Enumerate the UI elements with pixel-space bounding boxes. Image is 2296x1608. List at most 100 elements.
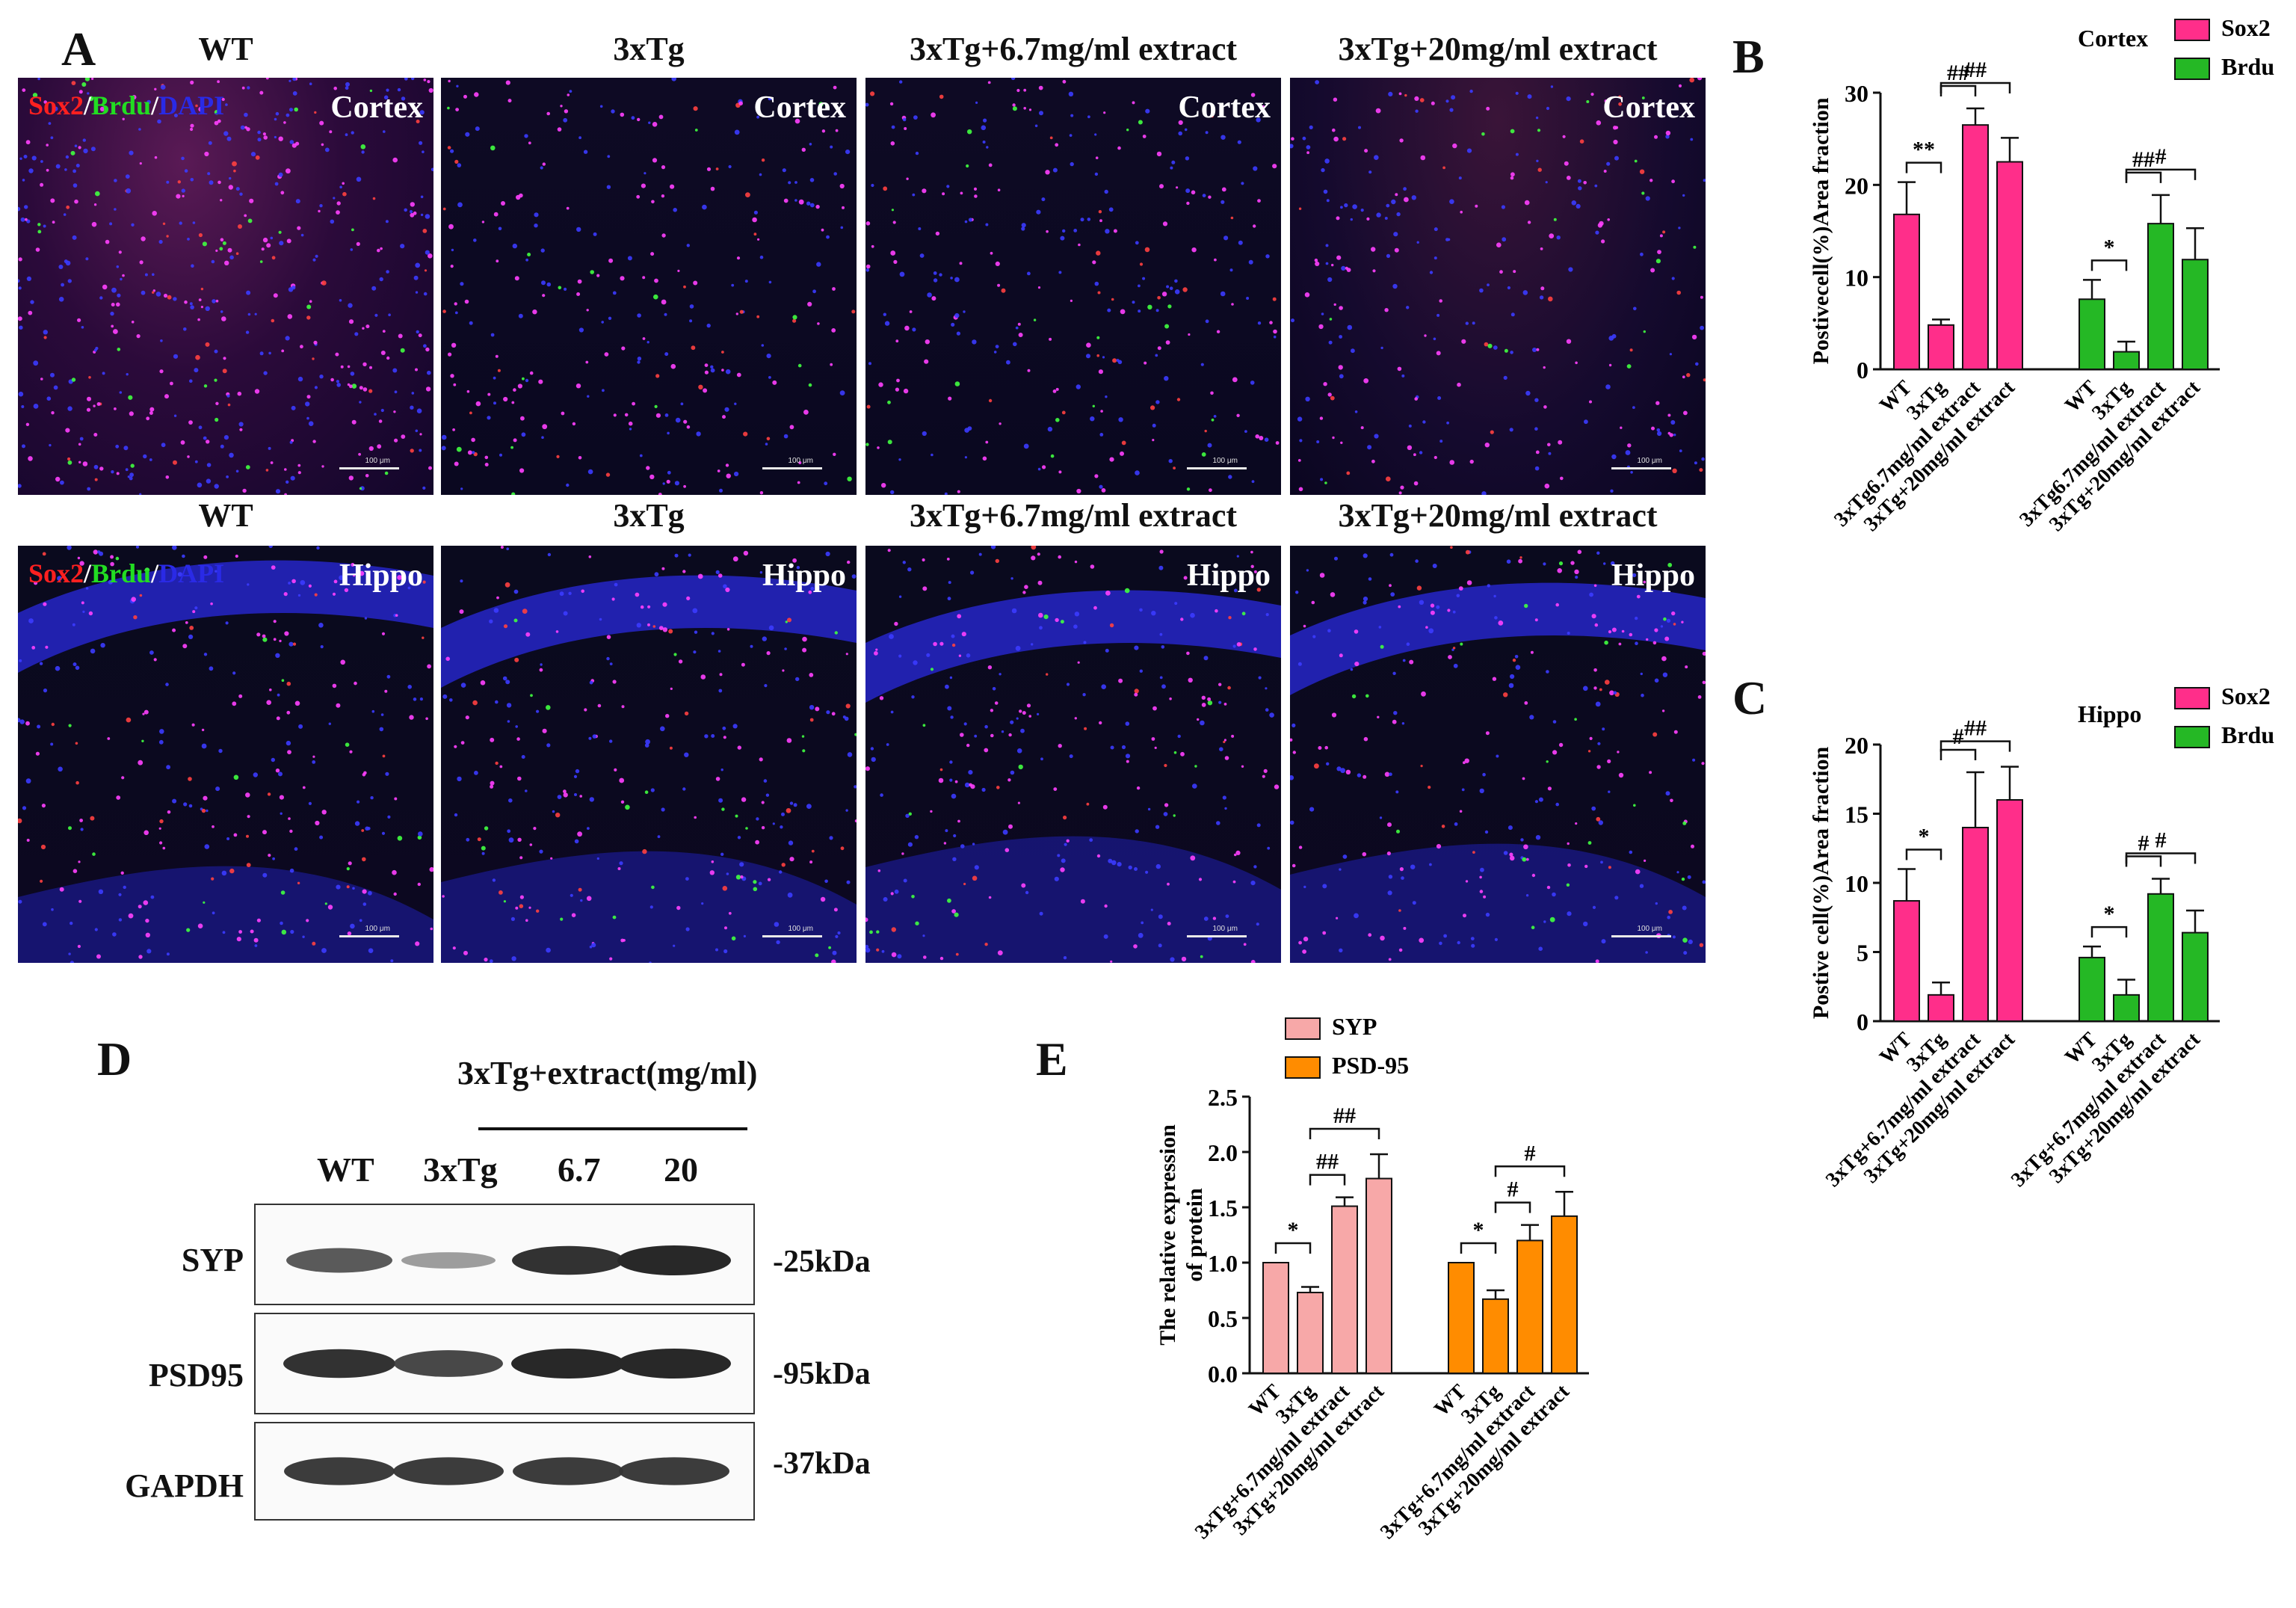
cell-nucleus [1269,321,1273,324]
cell-nucleus [1109,623,1114,628]
cell-nucleus [351,131,354,135]
cell-nucleus [975,101,978,104]
cell-nucleus [99,466,104,471]
cell-nucleus [88,376,91,379]
cell-nucleus [206,478,212,484]
cell-nucleus [596,274,600,277]
cell-nucleus [1484,443,1490,448]
cell-nucleus [577,279,582,284]
cell-nucleus [1161,645,1165,649]
cell-nucleus [1492,677,1497,681]
cell-nucleus [284,493,287,495]
cell-nucleus [46,168,49,172]
cell-nucleus [506,703,512,708]
region-label: Cortex [753,90,846,125]
cell-nucleus [460,683,466,688]
cell-nucleus [1503,692,1508,697]
cell-nucleus [1138,284,1141,288]
cell-nucleus [599,105,603,108]
cell-nucleus [637,357,642,361]
cell-nucleus [1094,172,1099,176]
cell-nucleus [348,475,354,481]
cell-nucleus [425,214,430,219]
cell-nucleus [1069,134,1073,137]
cell-nucleus [1309,125,1313,129]
cell-nucleus [924,359,929,364]
cell-nucleus [787,892,793,898]
cell-nucleus [1452,610,1456,614]
cell-nucleus [1611,454,1617,460]
cell-nucleus [503,624,508,629]
cell-nucleus [590,270,594,274]
cell-nucleus [1040,757,1043,761]
scale-bar-label: 100 μm [1637,457,1662,465]
cell-nucleus [53,385,58,390]
bar [1962,827,1989,1022]
cell-nucleus [263,135,268,140]
cell-nucleus [238,694,243,698]
cell-nucleus [826,710,830,715]
cell-nucleus [1144,361,1147,365]
cell-nucleus [1650,179,1653,182]
cell-nucleus [620,112,625,117]
cell-nucleus [1466,148,1472,153]
cell-nucleus [401,102,404,105]
cell-nucleus [1413,453,1416,457]
cell-nucleus [225,621,229,625]
cell-nucleus [972,842,975,845]
cell-nucleus [1670,798,1673,803]
cell-nucleus [612,915,617,919]
cell-nucleus [222,241,226,245]
cell-nucleus [1084,727,1087,730]
cell-nucleus [118,250,122,254]
cell-nucleus [591,943,596,948]
cell-nucleus [161,443,166,448]
cell-nucleus [281,929,287,935]
cell-nucleus [1305,396,1310,401]
cell-nucleus [249,198,254,203]
cell-nucleus [1546,670,1549,674]
cell-nucleus [1191,190,1196,195]
cell-nucleus [1670,420,1676,425]
cell-nucleus [332,683,337,689]
cell-nucleus [1578,186,1582,191]
cell-nucleus [1117,146,1121,150]
cell-nucleus [1080,899,1085,904]
cell-nucleus [1654,135,1658,139]
cell-nucleus [1374,434,1379,439]
cell-nucleus [78,443,81,446]
cell-nucleus [1428,786,1431,789]
cell-nucleus [152,273,155,277]
cell-nucleus [1339,653,1343,658]
cell-nucleus [1208,195,1212,199]
cell-nucleus [1673,730,1678,734]
cell-nucleus [1629,348,1633,352]
cell-nucleus [339,299,342,302]
cell-nucleus [1510,129,1515,134]
cell-nucleus [420,213,424,217]
cell-nucleus [1133,944,1138,949]
cell-nucleus [614,768,617,771]
cell-nucleus [107,737,111,740]
cell-nucleus [1347,324,1353,330]
cell-nucleus [1241,182,1244,185]
cell-nucleus [239,428,243,431]
region-label: Cortex [1178,90,1271,125]
cell-nucleus [1147,304,1152,309]
cell-nucleus [262,830,267,835]
cell-nucleus [761,826,765,830]
cell-nucleus [739,862,744,867]
cell-nucleus [1158,914,1163,919]
cell-nucleus [1232,880,1236,884]
cell-nucleus [495,700,499,704]
cell-nucleus [1465,321,1469,325]
cell-nucleus [1097,291,1101,295]
cell-nucleus [1596,816,1601,822]
cell-nucleus [350,923,355,929]
cell-nucleus [854,819,857,823]
cell-nucleus [1375,108,1381,114]
cell-nucleus [28,168,34,173]
cell-nucleus [336,884,341,890]
cell-nucleus [1689,78,1694,83]
cell-nucleus [135,546,140,549]
